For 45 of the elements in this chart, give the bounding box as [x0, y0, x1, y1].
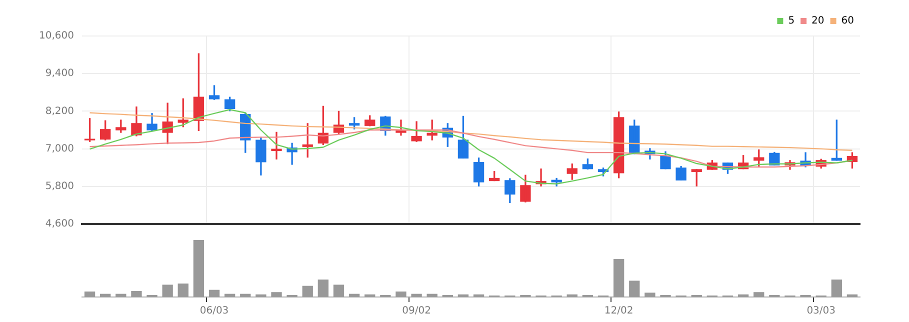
- x-tick-label: 12/02: [604, 306, 634, 317]
- legend-label: 5: [788, 16, 795, 27]
- bar: [613, 259, 624, 297]
- y-tick-label: 7,000: [45, 143, 74, 154]
- bar: [411, 294, 422, 297]
- y-tick-label: 8,200: [45, 106, 74, 117]
- bar: [426, 294, 438, 297]
- bar: [271, 292, 282, 297]
- bar: [178, 284, 188, 297]
- bar: [738, 294, 749, 297]
- bar: [629, 280, 640, 297]
- bar: [364, 294, 376, 297]
- bar: [566, 294, 578, 297]
- bar: [116, 294, 126, 297]
- bar: [831, 280, 842, 297]
- y-tick-label: 9,400: [45, 68, 74, 80]
- bar: [348, 294, 360, 297]
- bar: [754, 292, 764, 297]
- bar: [131, 290, 142, 297]
- y-tick-label: 5,800: [45, 180, 74, 192]
- bar: [644, 292, 656, 297]
- bar: [193, 240, 204, 297]
- bar: [84, 292, 96, 297]
- bar: [208, 290, 220, 297]
- bar: [162, 284, 173, 297]
- bar: [100, 294, 111, 297]
- bar: [256, 294, 266, 297]
- x-tick-label: 09/02: [402, 306, 431, 317]
- legend-label: 60: [841, 16, 854, 27]
- bar: [458, 294, 469, 297]
- candlestick: [116, 120, 126, 133]
- bar: [333, 284, 344, 297]
- bar: [240, 294, 251, 297]
- x-tick-label: 03/03: [806, 306, 836, 317]
- y-tick-label: 10,600: [39, 30, 74, 42]
- bar: [846, 294, 858, 297]
- bar: [224, 294, 236, 297]
- x-tick-label: 06/03: [200, 306, 229, 317]
- y-tick-label: 4,600: [45, 218, 74, 230]
- bar: [396, 292, 406, 297]
- legend-label: 20: [812, 16, 824, 27]
- bar: [302, 286, 313, 297]
- candlestick: [208, 85, 220, 100]
- bar: [318, 280, 329, 297]
- bar: [473, 294, 484, 297]
